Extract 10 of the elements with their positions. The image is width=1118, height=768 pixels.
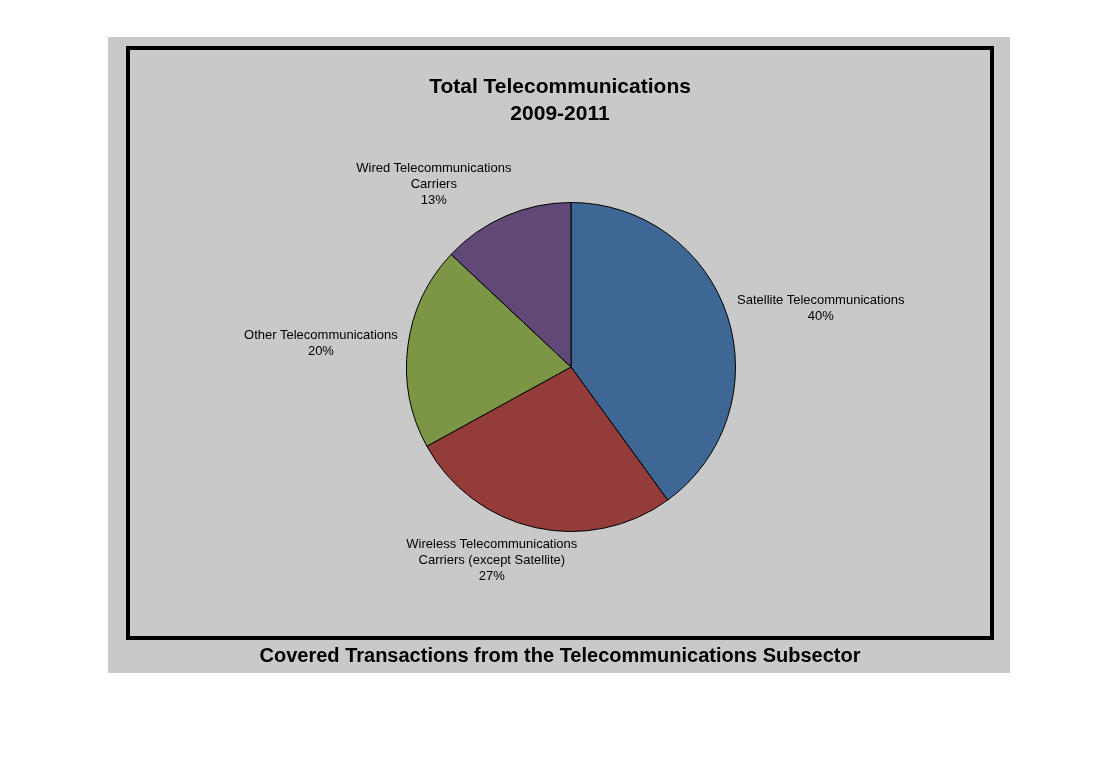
text: Covered Transactions from the Telecommunications Subsector: [258, 643, 862, 668]
slice-label: Satellite Telecommunications: [737, 291, 905, 307]
chart-title: Total Telecommunications 2009-2011: [429, 73, 691, 124]
slice-label: Wireless Telecommunications Carriers (except Satellite): [406, 536, 578, 568]
data-label: 40%: [807, 307, 835, 323]
slice-label: Wired Telecommunications Carriers: [356, 160, 512, 192]
data-label: 27%: [478, 568, 506, 584]
data-label: 20%: [307, 342, 335, 358]
data-label: 13%: [420, 192, 448, 208]
slice-label: Other Telecommunications: [244, 326, 399, 342]
